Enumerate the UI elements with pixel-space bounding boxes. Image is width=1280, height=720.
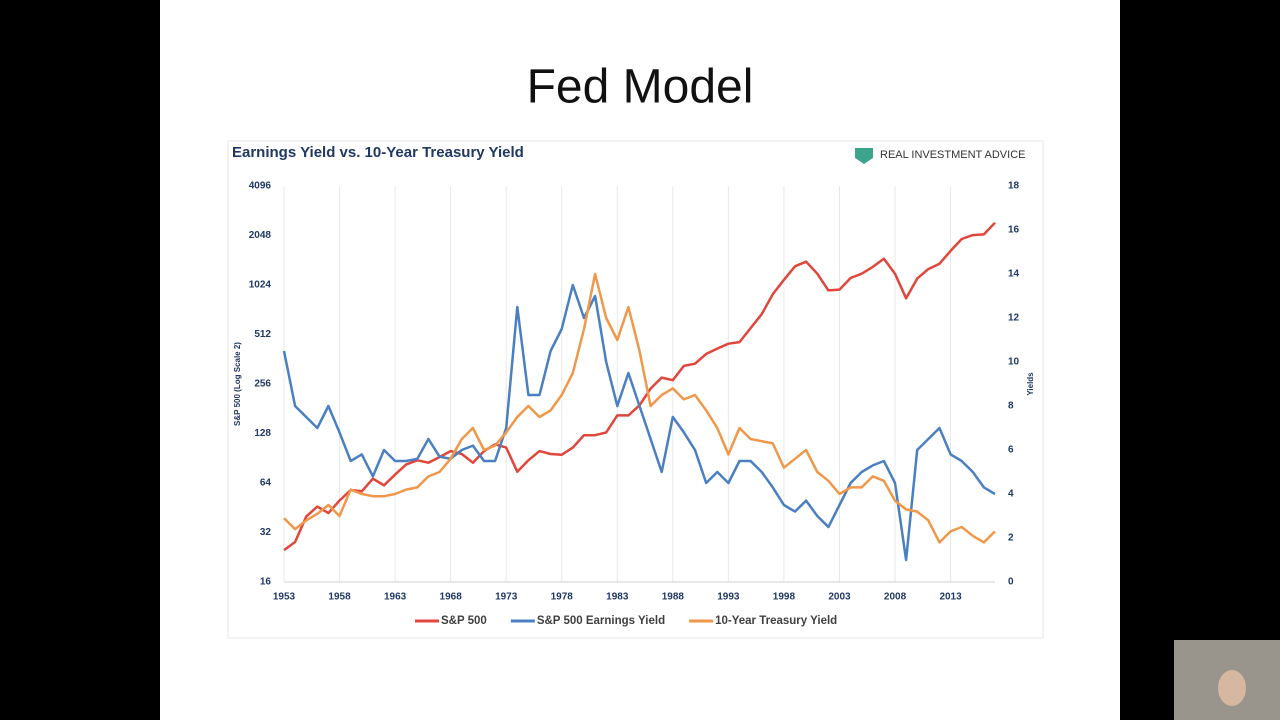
y-tick-label: 2048 (249, 230, 272, 241)
chart-frame (227, 140, 1044, 639)
legend-label: S&P 500 (441, 615, 487, 627)
y2-tick-label: 12 (1008, 313, 1020, 324)
x-tick-label: 1978 (551, 592, 574, 603)
data-line (282, 283, 996, 562)
x-tick-label: 1958 (328, 592, 351, 603)
brand-name: REAL INVESTMENT ADVICE (880, 149, 1025, 161)
data-line (283, 272, 996, 544)
y2-tick-label: 6 (1008, 445, 1014, 456)
webcam-face (1218, 670, 1246, 706)
y-tick-label: 256 (254, 379, 271, 390)
slide-title: Fed Model (527, 61, 754, 114)
y2-tick-label: 16 (1008, 225, 1020, 236)
x-tick-label: 1953 (273, 592, 296, 603)
y-tick-label: 64 (260, 478, 272, 489)
y2-tick-label: 4 (1008, 489, 1014, 500)
x-tick-label: 1993 (717, 592, 740, 603)
y-tick-label: 1024 (249, 280, 272, 291)
y2-tick-label: 8 (1008, 401, 1014, 412)
x-tick-label: 1998 (773, 592, 796, 603)
plot-area: 1953 1958 1963 1968 1973 1978 1983 1988 1993 1998… (249, 181, 1020, 627)
x-tick-label: 1983 (606, 592, 629, 603)
y2-tick-label: 18 (1008, 181, 1020, 192)
y-tick-label: 128 (254, 428, 271, 439)
x-tick-label: 1968 (440, 592, 463, 603)
y-tick-label: 16 (260, 577, 272, 588)
y2-tick-label: 14 (1008, 269, 1020, 280)
x-tick-label: 1963 (384, 592, 407, 603)
y2-axis-title: Yields (1026, 372, 1035, 396)
y2-tick-label: 2 (1008, 533, 1014, 544)
y-tick-label: 32 (260, 527, 272, 538)
legend-label: S&P 500 Earnings Yield (537, 615, 665, 627)
chart-title: Earnings Yield vs. 10-Year Treasury Yiel… (232, 144, 524, 161)
x-tick-label: 2008 (884, 592, 907, 603)
y-tick-label: 512 (254, 329, 271, 340)
y2-tick-label: 10 (1008, 357, 1020, 368)
legend-label: 10-Year Treasury Yield (715, 615, 837, 627)
y-tick-label: 4096 (249, 181, 272, 192)
x-tick-label: 1988 (662, 592, 685, 603)
y2-tick-label: 0 (1008, 577, 1014, 588)
x-tick-label: 2013 (939, 592, 962, 603)
brand-logo (855, 148, 873, 164)
y-axis-title: S&P 500 (Log Scale 2) (233, 342, 242, 426)
x-tick-label: 1973 (495, 592, 518, 603)
x-tick-label: 2003 (828, 592, 851, 603)
